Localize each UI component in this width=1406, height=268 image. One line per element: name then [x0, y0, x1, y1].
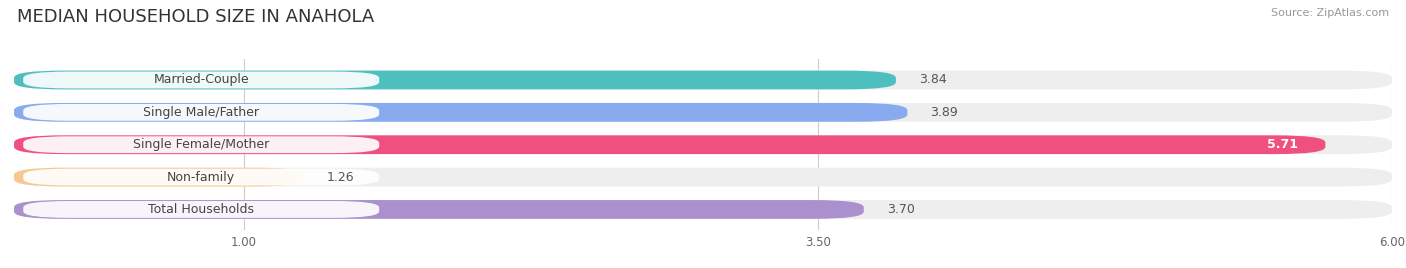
FancyBboxPatch shape — [14, 70, 1392, 90]
Text: Single Male/Father: Single Male/Father — [143, 106, 259, 119]
FancyBboxPatch shape — [14, 168, 1392, 187]
Text: 3.84: 3.84 — [920, 73, 946, 87]
Text: Source: ZipAtlas.com: Source: ZipAtlas.com — [1271, 8, 1389, 18]
FancyBboxPatch shape — [14, 135, 1392, 154]
FancyBboxPatch shape — [24, 136, 380, 153]
Text: 3.89: 3.89 — [931, 106, 957, 119]
FancyBboxPatch shape — [14, 135, 1326, 154]
FancyBboxPatch shape — [14, 200, 863, 219]
Text: 1.26: 1.26 — [326, 171, 354, 184]
FancyBboxPatch shape — [24, 72, 380, 88]
FancyBboxPatch shape — [24, 104, 380, 121]
FancyBboxPatch shape — [24, 169, 380, 185]
Text: Married-Couple: Married-Couple — [153, 73, 249, 87]
Text: 3.70: 3.70 — [887, 203, 914, 216]
FancyBboxPatch shape — [24, 201, 380, 218]
Text: Non-family: Non-family — [167, 171, 235, 184]
FancyBboxPatch shape — [14, 103, 1392, 122]
FancyBboxPatch shape — [14, 200, 1392, 219]
Text: Total Households: Total Households — [148, 203, 254, 216]
Text: 5.71: 5.71 — [1267, 138, 1298, 151]
FancyBboxPatch shape — [14, 103, 907, 122]
FancyBboxPatch shape — [14, 70, 896, 90]
Text: Single Female/Mother: Single Female/Mother — [134, 138, 270, 151]
FancyBboxPatch shape — [14, 168, 304, 187]
Text: MEDIAN HOUSEHOLD SIZE IN ANAHOLA: MEDIAN HOUSEHOLD SIZE IN ANAHOLA — [17, 8, 374, 26]
